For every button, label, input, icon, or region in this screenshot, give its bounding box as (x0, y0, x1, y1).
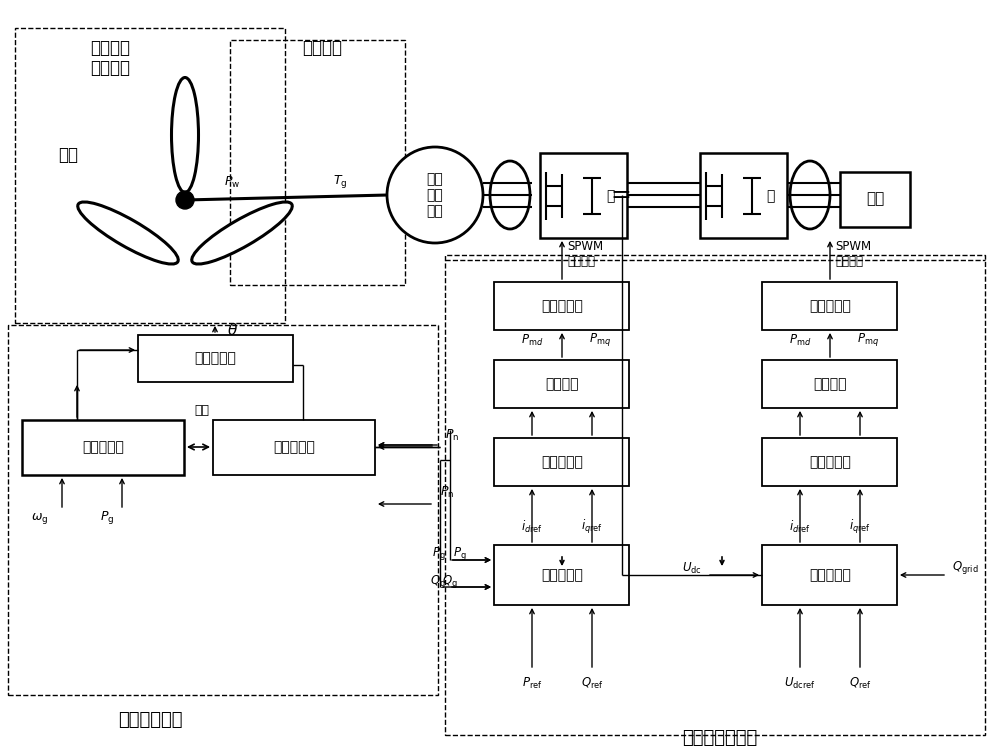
Text: $P_{\rm g}$: $P_{\rm g}$ (453, 544, 467, 562)
Text: 坐标变换: 坐标变换 (813, 377, 847, 391)
Circle shape (176, 191, 194, 209)
Text: $P_{\rm g}$: $P_{\rm g}$ (432, 544, 446, 562)
Bar (762, 282, 897, 330)
Text: $i_{q{\rm ref}}$: $i_{q{\rm ref}}$ (581, 518, 603, 536)
Text: 内环调节器: 内环调节器 (541, 455, 583, 469)
Text: 永磁
同步
电机: 永磁 同步 电机 (427, 172, 443, 218)
Text: 外环调节器: 外环调节器 (809, 568, 851, 582)
Ellipse shape (790, 161, 830, 229)
Ellipse shape (172, 78, 198, 193)
Text: $P_{{\rm m}q}$: $P_{{\rm m}q}$ (857, 331, 879, 349)
Bar (445, 255, 985, 735)
Text: 坐标变换: 坐标变换 (545, 377, 579, 391)
Text: 网络: 网络 (866, 192, 884, 207)
Text: SPWM
脉冲信号: SPWM 脉冲信号 (567, 240, 603, 268)
Bar (540, 153, 627, 238)
Text: $P_{{\rm m}d}$: $P_{{\rm m}d}$ (789, 332, 811, 347)
Circle shape (387, 147, 483, 243)
Text: $P_{{\rm m}q}$: $P_{{\rm m}q}$ (589, 331, 611, 349)
Text: 转速控制器: 转速控制器 (82, 440, 124, 454)
Text: $T_{\rm g}$: $T_{\rm g}$ (333, 174, 347, 190)
Text: $U_{\rm dcref}$: $U_{\rm dcref}$ (784, 676, 816, 691)
Text: 变频器控制模块: 变频器控制模块 (682, 729, 758, 747)
Text: 空气动力
系统模块: 空气动力 系统模块 (90, 39, 130, 78)
Text: $\theta$: $\theta$ (227, 322, 239, 338)
Ellipse shape (192, 202, 292, 264)
Text: $Q_{\rm g}$: $Q_{\rm g}$ (430, 574, 446, 590)
Bar (700, 153, 787, 238)
Text: $P_{\rm w}$: $P_{\rm w}$ (224, 174, 240, 190)
Bar (213, 420, 375, 475)
Bar (762, 360, 897, 408)
Text: SPWM
脉冲信号: SPWM 脉冲信号 (835, 240, 871, 268)
Bar (762, 545, 897, 605)
Text: $P_{\rm g}$: $P_{\rm g}$ (100, 510, 114, 526)
Text: $Q_{\rm ref}$: $Q_{\rm ref}$ (849, 676, 871, 691)
Bar (762, 438, 897, 486)
Text: $Q_{\rm grid}$: $Q_{\rm grid}$ (952, 559, 979, 577)
Text: $i_{q{\rm ref}}$: $i_{q{\rm ref}}$ (849, 518, 871, 536)
Bar (494, 282, 629, 330)
Ellipse shape (78, 202, 178, 264)
Text: 门极控制器: 门极控制器 (541, 299, 583, 313)
Bar (15, 28, 285, 323)
Bar (494, 360, 629, 408)
Text: $Q_{\rm g}$: $Q_{\rm g}$ (442, 574, 458, 590)
Text: $Q_{\rm ref}$: $Q_{\rm ref}$ (581, 676, 603, 691)
Text: 桨距系统模块: 桨距系统模块 (118, 711, 182, 729)
Text: 耦合: 耦合 (194, 403, 210, 417)
Text: 轴系模块: 轴系模块 (302, 39, 342, 57)
Text: $P_{\rm n}$: $P_{\rm n}$ (440, 485, 454, 500)
Bar (494, 545, 629, 605)
Text: 功率控制器: 功率控制器 (273, 440, 315, 454)
Bar (494, 438, 629, 486)
Bar (138, 335, 293, 382)
Text: 伺服控制器: 伺服控制器 (194, 351, 236, 365)
Text: 门极控制器: 门极控制器 (809, 299, 851, 313)
Text: $\omega_{\rm g}$: $\omega_{\rm g}$ (31, 510, 49, 525)
Ellipse shape (490, 161, 530, 229)
Text: 本: 本 (766, 189, 774, 203)
Text: 内环调节器: 内环调节器 (809, 455, 851, 469)
Text: 桨叶: 桨叶 (58, 146, 78, 164)
Bar (230, 40, 405, 285)
Text: 本: 本 (606, 189, 614, 203)
Text: 外环调节器: 外环调节器 (541, 568, 583, 582)
Text: $i_{d{\rm ref}}$: $i_{d{\rm ref}}$ (521, 519, 543, 535)
Text: $i_{d{\rm ref}}$: $i_{d{\rm ref}}$ (789, 519, 811, 535)
Text: $U_{\rm dc}$: $U_{\rm dc}$ (682, 560, 702, 575)
Bar (840, 172, 910, 227)
Text: $P_{\rm ref}$: $P_{\rm ref}$ (522, 676, 542, 691)
Bar (8, 325, 438, 695)
Bar (22, 420, 184, 475)
Text: $P_{{\rm m}d}$: $P_{{\rm m}d}$ (521, 332, 543, 347)
Text: $P_{\rm n}$: $P_{\rm n}$ (445, 427, 459, 442)
Text: =: = (611, 183, 631, 207)
